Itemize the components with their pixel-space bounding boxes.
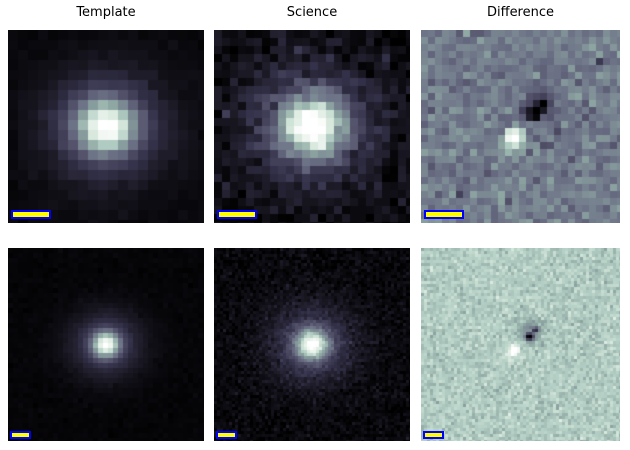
template-fine-image: [8, 248, 204, 441]
panel-template-fine: [8, 248, 204, 441]
difference-fine-image: [421, 248, 620, 441]
scalebar: [424, 210, 464, 219]
panel-template-coarse: [8, 30, 204, 223]
panel-science-coarse: [214, 30, 410, 223]
column-title-template: Template: [76, 5, 136, 20]
column-title-science: Science: [286, 5, 338, 20]
scalebar: [11, 210, 51, 219]
scalebar: [10, 431, 31, 439]
panel-science-fine: [214, 248, 410, 441]
scalebar: [217, 210, 257, 219]
scalebar: [423, 431, 444, 439]
science-coarse-image: [214, 30, 410, 223]
difference-coarse-image: [421, 30, 620, 223]
science-fine-image: [214, 248, 410, 441]
column-title-difference: Difference: [486, 5, 555, 20]
scalebar: [216, 431, 237, 439]
template-coarse-image: [8, 30, 204, 223]
panel-difference-fine: [421, 248, 620, 441]
panel-difference-coarse: [421, 30, 620, 223]
